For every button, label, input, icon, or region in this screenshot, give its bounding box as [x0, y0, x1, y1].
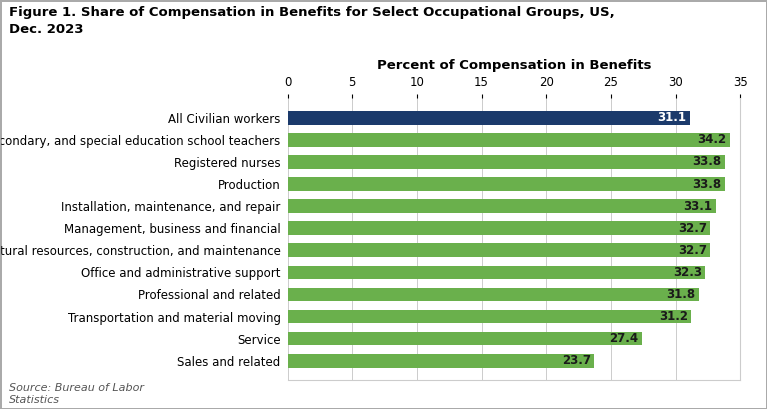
Text: Figure 1. Share of Compensation in Benefits for Select Occupational Groups, US,
: Figure 1. Share of Compensation in Benef… — [9, 6, 615, 36]
Bar — [288, 111, 690, 125]
Text: 31.1: 31.1 — [657, 111, 686, 124]
Bar — [288, 221, 710, 235]
Bar — [288, 265, 705, 279]
Text: 27.4: 27.4 — [610, 332, 639, 345]
Text: 32.7: 32.7 — [678, 222, 707, 235]
Text: 33.8: 33.8 — [693, 155, 722, 169]
Bar — [288, 243, 710, 257]
Bar — [288, 310, 691, 324]
Text: 23.7: 23.7 — [561, 354, 591, 367]
Bar — [288, 332, 642, 346]
Bar — [288, 199, 716, 213]
Text: 34.2: 34.2 — [697, 133, 726, 146]
Text: 31.8: 31.8 — [667, 288, 696, 301]
Bar — [288, 133, 730, 147]
Text: 33.1: 33.1 — [683, 200, 713, 213]
X-axis label: Percent of Compensation in Benefits: Percent of Compensation in Benefits — [377, 59, 651, 72]
Bar — [288, 354, 594, 368]
Bar — [288, 177, 725, 191]
Text: 32.3: 32.3 — [673, 266, 702, 279]
Text: 33.8: 33.8 — [693, 178, 722, 191]
Text: Source: Bureau of Labor
Statistics: Source: Bureau of Labor Statistics — [9, 383, 144, 405]
Text: 31.2: 31.2 — [659, 310, 688, 323]
Bar — [288, 155, 725, 169]
Bar — [288, 288, 699, 301]
Text: 32.7: 32.7 — [678, 244, 707, 257]
